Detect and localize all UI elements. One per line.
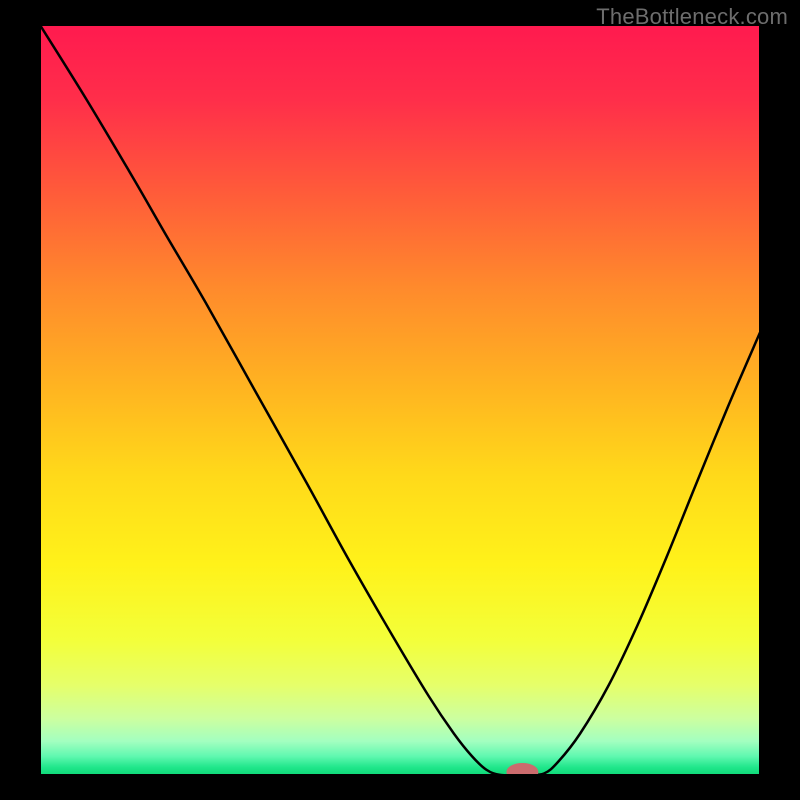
gradient-background [40,25,760,775]
plot-area [40,25,760,781]
bottleneck-chart [0,0,800,800]
watermark-text: TheBottleneck.com [596,4,788,30]
chart-container: { "watermark": { "text": "TheBottleneck.… [0,0,800,800]
optimal-marker [506,763,538,781]
